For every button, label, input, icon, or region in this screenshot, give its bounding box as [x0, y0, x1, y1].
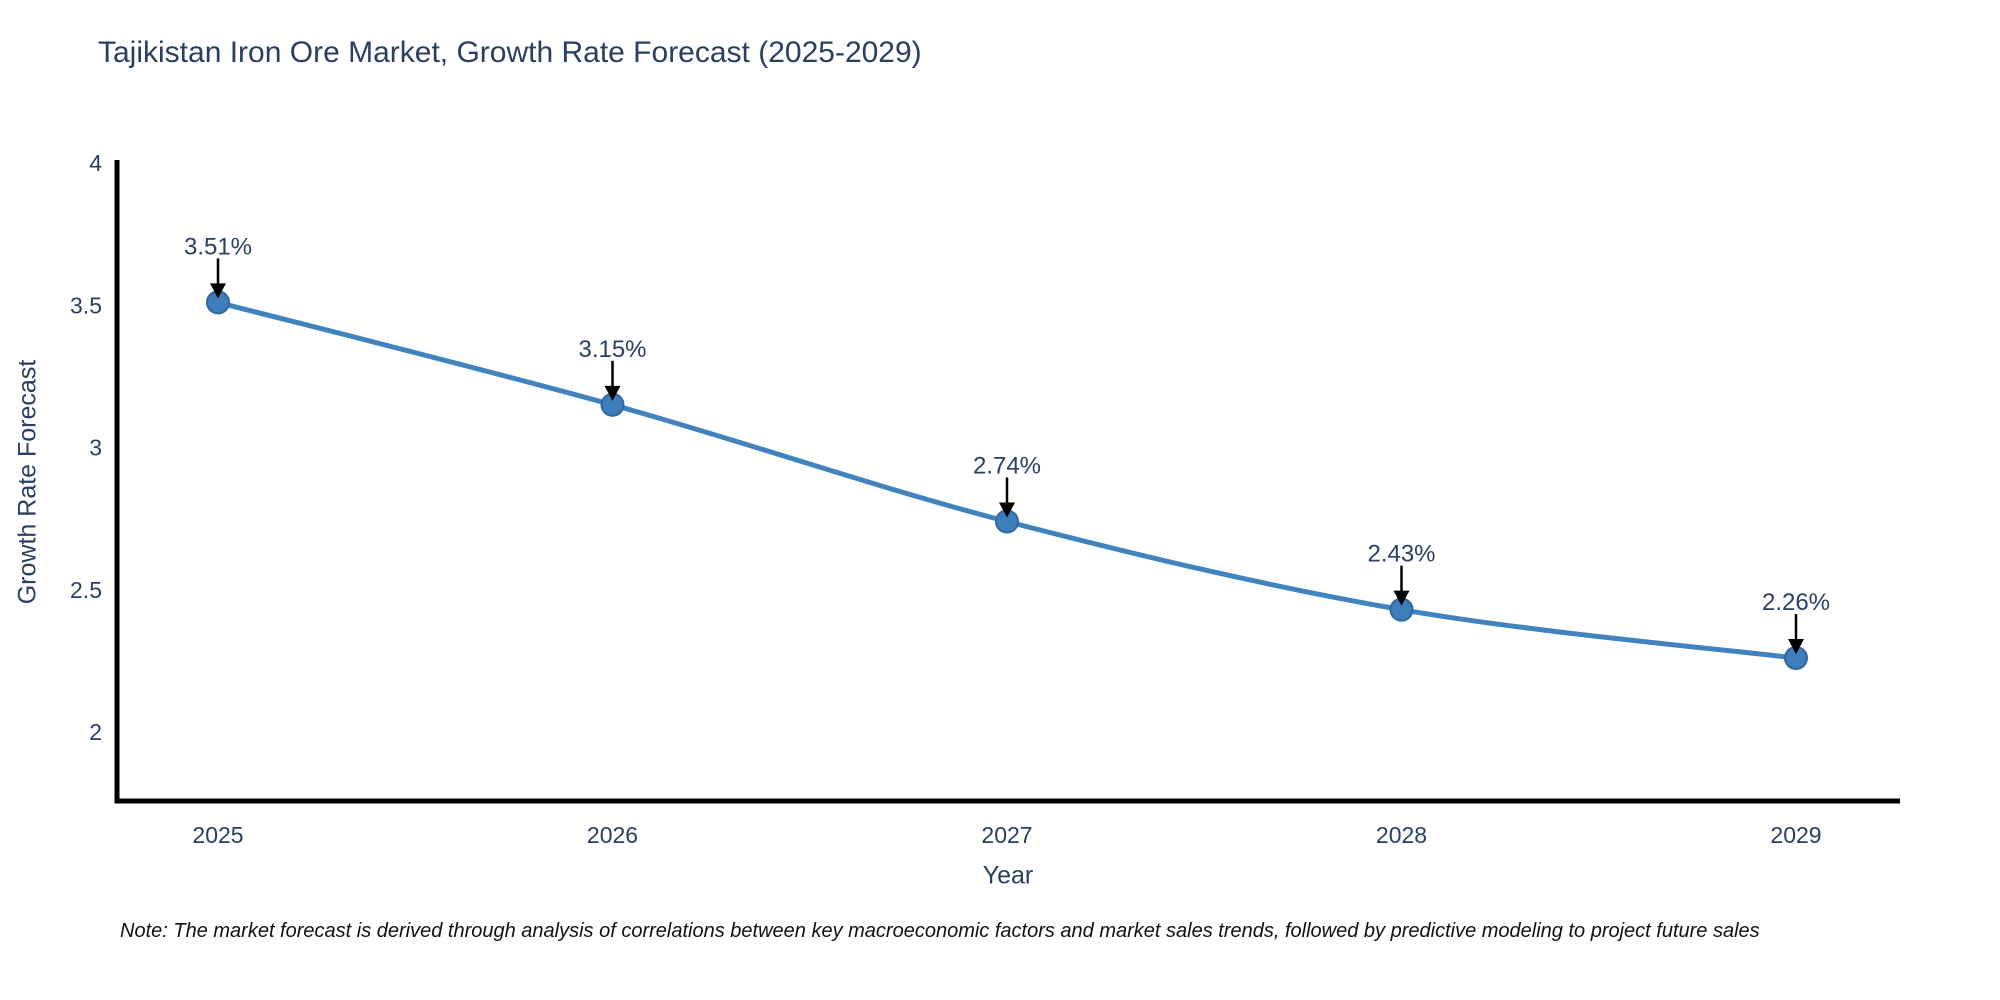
x-axis-title: Year	[982, 861, 1034, 890]
y-tick-label: 2.5	[70, 577, 102, 603]
y-tick-label: 3.5	[70, 292, 102, 318]
point-annotation-label: 2.74%	[973, 452, 1041, 479]
y-axis-title: Growth Rate Forecast	[13, 359, 42, 605]
y-tick-label: 3	[89, 435, 102, 461]
x-tick-label: 2026	[587, 822, 638, 848]
y-tick-label: 4	[89, 150, 102, 176]
y-axis: 4 3.5 3 2.5 2	[70, 150, 120, 804]
annotation-arrowhead-icon	[604, 385, 621, 401]
x-tick-label: 2025	[192, 822, 243, 848]
x-tick-label: 2029	[1770, 822, 1821, 848]
point-annotation-label: 3.15%	[578, 336, 646, 363]
y-tick-label: 2	[89, 719, 102, 745]
point-annotation-label: 2.43%	[1367, 541, 1435, 568]
x-axis: 2025 2026 2027 2028 2029	[114, 798, 1900, 848]
annotation-arrowhead-icon	[1788, 639, 1804, 655]
chart-title: Tajikistan Iron Ore Market, Growth Rate …	[98, 36, 922, 69]
footnote: Note: The market forecast is derived thr…	[120, 920, 1760, 942]
x-tick-label: 2027	[981, 822, 1032, 848]
point-annotations: 3.51% 3.15% 2.74% 2.43% 2.26%	[184, 233, 1830, 655]
point-annotation-label: 2.26%	[1762, 589, 1830, 616]
annotation-arrowhead-icon	[1393, 590, 1410, 606]
annotation-arrowhead-icon	[999, 502, 1015, 518]
annotation-arrowhead-icon	[210, 283, 226, 299]
x-tick-label: 2028	[1376, 822, 1427, 848]
point-annotation-label: 3.51%	[184, 233, 252, 260]
